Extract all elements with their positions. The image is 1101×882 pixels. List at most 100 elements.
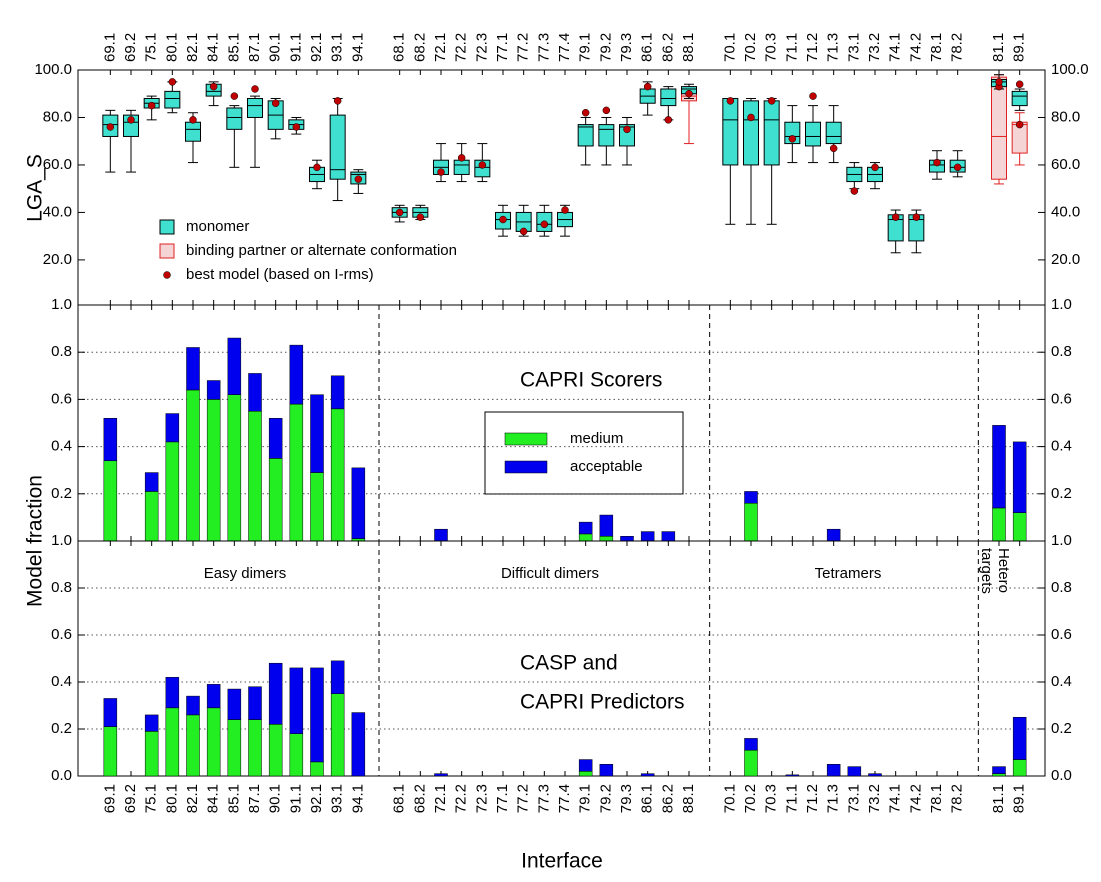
box [660, 88, 677, 107]
x-tick-label: 77.3 [535, 784, 552, 813]
bar-segment [744, 502, 758, 542]
x-tick-label: 71.3 [825, 33, 842, 62]
x-tick-label: 92.1 [308, 784, 325, 813]
bar-segment [144, 714, 159, 732]
bar-segment [826, 764, 841, 777]
y-tick-label: 40.0 [1051, 203, 1080, 220]
x-tick-label: 90.1 [267, 33, 284, 62]
x-tick-label: 86.2 [659, 784, 676, 813]
y-tick-label: 0.4 [1051, 673, 1072, 690]
bar-segment [268, 458, 283, 542]
box [247, 97, 263, 118]
x-tick-label: 93.1 [329, 33, 346, 62]
best-model [850, 187, 859, 195]
bar-segment [434, 773, 448, 777]
best-model [437, 168, 445, 176]
x-tick-label: 77.1 [494, 33, 511, 62]
y-axis-label: Model fraction [24, 475, 47, 607]
x-tick-label: 86.2 [659, 33, 676, 62]
legend-label: binding partner or alternate conformatio… [186, 242, 457, 259]
bar-segment [785, 774, 800, 777]
x-tick-label: 87.1 [246, 33, 263, 62]
best-model [416, 213, 425, 221]
y-tick-label: 0.8 [51, 343, 72, 360]
x-tick-label: 72.1 [432, 33, 449, 62]
group-label: Easy dimers [204, 565, 287, 582]
best-model [251, 85, 259, 93]
box [763, 100, 780, 166]
x-tick-label: 70.1 [721, 33, 738, 62]
legend-swatch [504, 432, 548, 446]
best-model [953, 163, 962, 172]
best-model [664, 116, 673, 124]
box [825, 121, 842, 145]
best-model [788, 135, 797, 143]
bar-segment [351, 467, 366, 539]
y-tick-label: 0.4 [51, 673, 72, 690]
best-model [292, 123, 301, 131]
x-tick-label: 89.1 [1011, 33, 1028, 62]
bar-segment [599, 536, 614, 542]
legend-swatch [159, 243, 175, 259]
x-tick-label: 77.4 [556, 33, 573, 62]
x-tick-label: 70.2 [742, 784, 759, 813]
best-model [313, 163, 321, 172]
x-tick-label: 77.2 [515, 33, 532, 62]
y-axis-label: LGA_S [24, 154, 47, 222]
x-tick-label: 79.1 [577, 784, 594, 813]
x-tick-label: 80.1 [163, 33, 180, 62]
bar-segment [144, 491, 159, 542]
y-tick-label: 0.2 [51, 485, 72, 502]
bar-segment [1012, 512, 1027, 542]
bar-segment [330, 660, 345, 694]
panel-title: CAPRI Scorers [520, 369, 662, 392]
best-model [1015, 80, 1024, 88]
bar-segment [103, 726, 118, 777]
legend-swatch [504, 460, 548, 474]
best-model [809, 92, 817, 100]
best-model [685, 89, 693, 98]
bar-segment [599, 514, 614, 537]
x-tick-label: 77.2 [515, 784, 532, 813]
legend-label: best model (based on I-rms) [186, 266, 374, 283]
y-tick-label: 0.4 [1051, 438, 1072, 455]
bar-segment [992, 766, 1006, 774]
y-tick-label: 100.0 [1051, 61, 1089, 78]
bar-segment [330, 375, 345, 410]
y-tick-label: 0.6 [1051, 626, 1072, 643]
x-tick-label: 89.1 [1011, 784, 1028, 813]
x-tick-label: 70.3 [763, 33, 780, 62]
x-tick-label: 73.2 [866, 784, 883, 813]
y-tick-label: 20.0 [1051, 251, 1080, 268]
x-tick-label: 71.1 [783, 33, 800, 62]
bar-segment [992, 773, 1006, 777]
x-tick-label: 72.2 [453, 784, 470, 813]
x-tick-label: 79.3 [618, 784, 635, 813]
bar-segment [744, 738, 758, 751]
x-tick-label: 87.1 [246, 784, 263, 813]
legend-swatch [159, 219, 175, 235]
bar-segment [351, 712, 366, 777]
x-tick-label: 85.1 [225, 784, 242, 813]
x-tick-label: 78.1 [928, 33, 945, 62]
box [453, 159, 470, 175]
x-tick-label: 88.1 [680, 784, 697, 813]
bar-segment [144, 472, 159, 492]
y-tick-label: 0.6 [51, 390, 72, 407]
bar-segment [310, 472, 324, 542]
best-model [168, 78, 177, 86]
x-tick-label: 82.1 [184, 33, 201, 62]
bar-segment [330, 693, 345, 777]
best-model [271, 99, 280, 107]
y-tick-label: 1.0 [51, 532, 72, 549]
x-tick-label: 75.1 [143, 784, 160, 813]
bar-segment [310, 667, 324, 763]
best-model [147, 101, 156, 110]
x-tick-label: 71.3 [825, 784, 842, 813]
bar-segment [248, 686, 262, 720]
box [329, 114, 346, 180]
best-model [623, 125, 631, 134]
bar-segment [578, 771, 593, 777]
x-tick-label: 79.1 [577, 33, 594, 62]
